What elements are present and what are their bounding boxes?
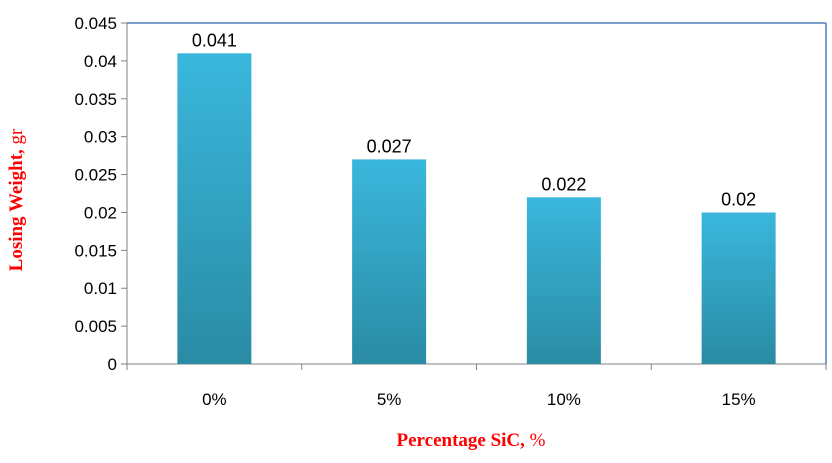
y-tick-label: 0.005 [74, 317, 117, 336]
x-category-label: 15% [722, 390, 756, 409]
bar-value-label: 0.041 [192, 30, 237, 50]
y-tick-label: 0.015 [74, 241, 117, 260]
bar-value-label: 0.022 [541, 174, 586, 194]
y-tick-label: 0 [108, 355, 117, 374]
y-axis-title-main: Losing Weight, [6, 149, 27, 271]
y-tick-label: 0.045 [74, 14, 117, 33]
data-labels: 0.041 0.027 0.022 0.02 [192, 30, 756, 209]
y-tick-label: 0.035 [74, 90, 117, 109]
y-tick-label: 0.02 [84, 203, 117, 222]
y-tick-label: 0.01 [84, 279, 117, 298]
bar [177, 53, 252, 365]
y-axis-title-unit: gr [6, 128, 27, 149]
y-axis-title: Losing Weight, gr [6, 128, 27, 271]
bars-group [177, 53, 776, 365]
bar [701, 212, 776, 364]
x-axis-title-unit: % [525, 430, 546, 451]
bar-value-label: 0.027 [367, 136, 412, 156]
x-category-label: 0% [202, 390, 227, 409]
x-category-label: 10% [547, 390, 581, 409]
x-axis-title: Percentage SiC, % [397, 430, 546, 451]
y-tick-label: 0.03 [84, 128, 117, 147]
bar [526, 197, 601, 364]
y-axis-ticks: 0 0.005 0.01 0.015 0.02 0.025 0.03 0.035 0.04 0.0… [74, 14, 127, 374]
bar [352, 159, 427, 364]
bar-value-label: 0.02 [721, 189, 756, 209]
y-tick-label: 0.025 [74, 166, 117, 185]
x-axis-ticks: 0% 5% 10% 15% [126, 364, 827, 409]
x-category-label: 5% [377, 390, 402, 409]
x-axis-title-main: Percentage SiC, [397, 430, 526, 451]
y-tick-label: 0.04 [84, 52, 117, 71]
